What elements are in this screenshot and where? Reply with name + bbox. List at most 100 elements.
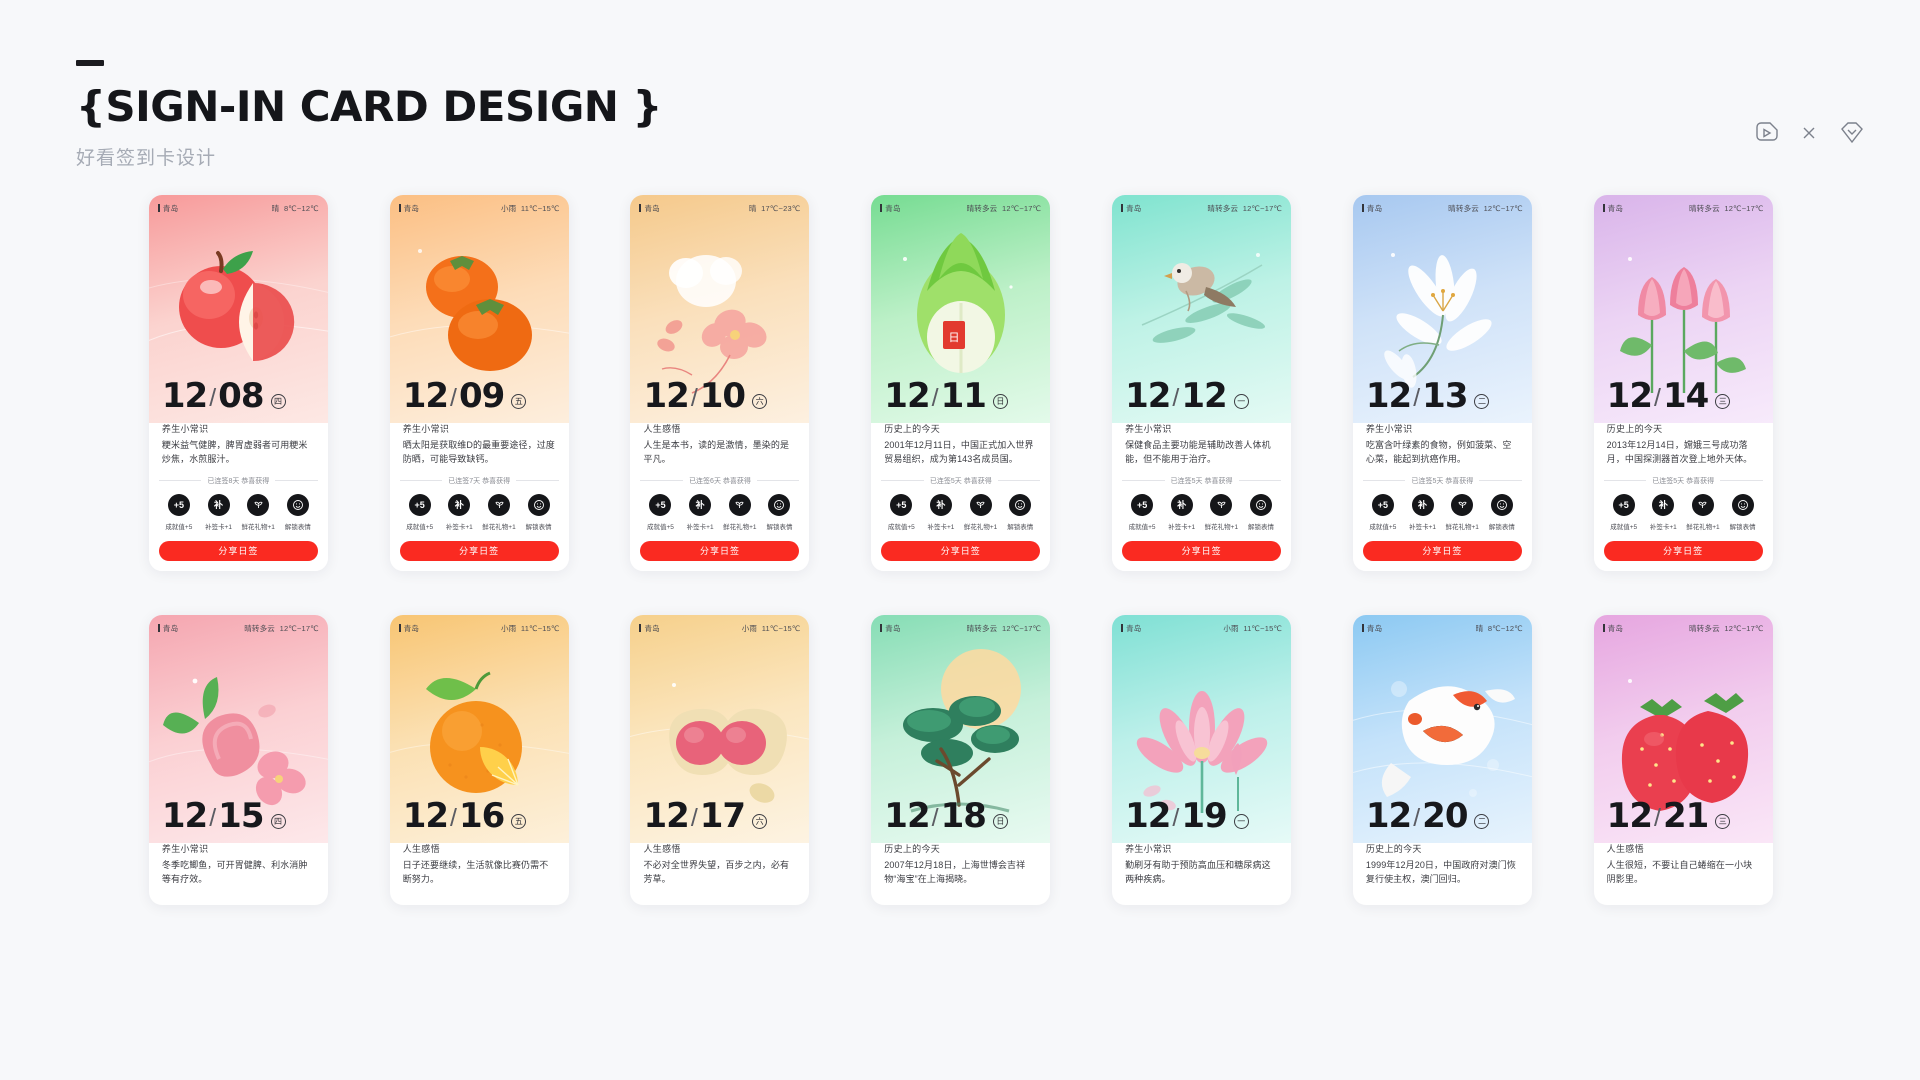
reward-makeup-card-badge[interactable]: 补 补签卡+1 [1163,493,1201,531]
divider-line-left [1603,480,1647,482]
card-weather-header: 青岛 晴转多云 12℃~17℃ [1112,195,1291,221]
reward-emoji-unlock-badge[interactable]: 解锁表情 [520,493,558,531]
share-button[interactable]: 分享日签 [640,540,800,561]
city-marker-icon [880,624,883,632]
reward-flower-gift-badge[interactable]: 鲜花礼物+1 [721,493,759,531]
share-button[interactable]: 分享日签 [158,540,318,561]
share-button[interactable]: 分享日签 [399,540,559,561]
reward-makeup-card-badge[interactable]: 补 补签卡+1 [200,493,238,531]
card-category: 养生小常识 [161,844,209,854]
reward-emoji-unlock-badge[interactable]: 解锁表情 [1001,493,1039,531]
card-meta: 12 / 19 一 养生小常识 勤刷牙有助于预防高血压和糖尿病这两种疾病。 [1112,799,1291,887]
signin-card[interactable]: 青岛 小雨 11℃~15℃ 12 / 09 五 养生小常识 晒太阳是获取维D的最… [389,195,569,571]
reward-flower-gift-badge[interactable]: 鲜花礼物+1 [239,493,277,531]
streak-divider: 已连签6天 恭喜获得 [640,467,800,494]
signin-card[interactable]: 青岛 晴转多云 12℃~17℃ 12 / 18 日 历史上的今天 2007年12… [871,615,1051,905]
reward-flower-gift-badge[interactable]: 鲜花礼物+1 [962,493,1000,531]
weather-condition: 晴转多云 [1688,203,1720,213]
divider-line-left [881,480,924,482]
reward-label: 解锁表情 [766,523,793,531]
reward-label: 鲜花礼物+1 [1204,523,1239,531]
share-button[interactable]: 分享日签 [881,540,1041,561]
reward-makeup-card-badge[interactable]: 补 补签卡+1 [440,493,478,531]
reward-emoji-unlock-badge[interactable]: 解锁表情 [1724,493,1762,531]
reward-plus-five-badge[interactable]: +5 成就值+5 [1364,493,1402,531]
reward-flower-gift-badge[interactable]: 鲜花礼物+1 [1202,493,1240,531]
reward-label: 解锁表情 [1007,523,1034,531]
signin-card[interactable]: 青岛 晴转多云 12℃~17℃ 12 / 13 二 养生小常识 吃富含叶绿素的食… [1352,195,1532,571]
reward-section: 已连签7天 恭喜获得 +5 成就值+5 补 补签卡+1 鲜花礼物+1 解锁表情 … [389,466,569,571]
streak-divider: 已连签5天 恭喜获得 [1603,467,1763,494]
signin-card[interactable]: 青岛 晴转多云 12℃~17℃ 12 / 15 四 养生小常识 冬季吃鲫鱼，可开… [148,615,328,905]
reward-plus-five-badge[interactable]: +5 成就值+5 [1123,493,1161,531]
signin-card[interactable]: 青岛 小雨 11℃~15℃ 12 / 16 五 人生感悟 日子还要继续，生活就像… [389,615,569,905]
window-controls [1752,118,1868,148]
city-label: 青岛 [1361,203,1382,214]
reward-emoji-unlock-badge[interactable]: 解锁表情 [279,493,317,531]
city-name: 青岛 [1607,203,1624,213]
signin-card[interactable]: 青岛 晴 8℃~12℃ 12 / 08 四 养生小常识 粳米益气健脾，脾胃虚弱者… [148,195,328,571]
weather-temp: 11℃~15℃ [520,203,560,213]
signin-card[interactable]: 青岛 晴转多云 12℃~17℃ 12 / 14 三 历史上的今天 2013年12… [1593,195,1773,571]
date-day: 18 [940,796,987,836]
share-button[interactable]: 分享日签 [1603,540,1763,561]
date-separator: / [1654,384,1661,412]
reward-label: 成就值+5 [647,523,674,531]
card-body-text: 勤刷牙有助于预防高血压和糖尿病这两种疾病。 [1125,860,1271,884]
city-label: 青岛 [1121,203,1141,214]
reward-plus-five-badge[interactable]: +5 成就值+5 [1605,493,1643,531]
city-marker-icon [639,624,642,632]
date-separator: / [1654,804,1661,832]
card-body-text: 冬季吃鲫鱼，可开胃健脾、利水消肿等有疗效。 [161,860,308,884]
reward-flower-gift-badge[interactable]: 鲜花礼物+1 [1443,493,1481,531]
card-weather-header: 青岛 晴 17℃~23℃ [630,195,809,221]
card-meta: 12 / 15 四 养生小常识 冬季吃鲫鱼，可开胃健脾、利水消肿等有疗效。 [149,799,328,887]
reward-makeup-card-badge[interactable]: 补 补签卡+1 [1404,493,1442,531]
reward-plus-five-badge[interactable]: +5 成就值+5 [882,493,920,531]
card-illustration: 青岛 小雨 11℃~15℃ [630,615,810,843]
card-slot: 青岛 小雨 11℃~15℃ 12 / 17 六 人生感悟 不必对全世界失望，百步… [600,615,841,1035]
weather-summary: 晴转多云 12℃~17℃ [1207,203,1282,214]
card-slot: 青岛 晴 8℃~12℃ 12 / 20 二 历史上的今天 1999年12月20日… [1322,615,1563,1035]
signin-card[interactable]: 青岛 晴 17℃~23℃ 12 / 10 六 人生感悟 人生是本书，读的是激情，… [630,195,810,571]
share-button[interactable]: 分享日签 [1122,540,1282,561]
signin-card[interactable]: 青岛 晴转多云 12℃~17℃ 12 / 12 一 养生小常识 保健食品主要功能… [1112,195,1292,571]
reward-flower-gift-badge[interactable]: 鲜花礼物+1 [480,493,518,531]
weather-temp: 12℃~17℃ [279,623,319,633]
card-body-text: 保健食品主要功能是辅助改善人体机能，但不能用于治疗。 [1125,440,1271,464]
signin-card[interactable]: 日 青岛 晴转多云 12℃~17℃ 12 / 11 日 历史上的今天 2001年… [871,195,1051,571]
reward-emoji-unlock-badge[interactable]: 解锁表情 [1483,493,1521,531]
card-weather-header: 青岛 小雨 11℃~15℃ [390,195,569,221]
card-weather-header: 青岛 晴转多云 12℃~17℃ [871,615,1050,641]
signin-card[interactable]: 青岛 小雨 11℃~15℃ 12 / 17 六 人生感悟 不必对全世界失望，百步… [630,615,810,905]
weekday-badge: 四 [270,814,286,829]
reward-plus-five-badge[interactable]: +5 成就值+5 [641,493,679,531]
signin-card[interactable]: 青岛 小雨 11℃~15℃ 12 / 19 一 养生小常识 勤刷牙有助于预防高血… [1112,615,1292,905]
card-slot: 青岛 晴转多云 12℃~17℃ 12 / 12 一 养生小常识 保健食品主要功能… [1081,195,1322,615]
signin-card[interactable]: 青岛 晴转多云 12℃~17℃ 12 / 21 三 人生感悟 人生很短，不要让自… [1593,615,1773,905]
card-grid: 青岛 晴 8℃~12℃ 12 / 08 四 养生小常识 粳米益气健脾，脾胃虚弱者… [118,195,1804,1035]
close-icon[interactable] [1800,124,1818,142]
date-separator: / [209,804,217,832]
card-illustration: 青岛 晴 17℃~23℃ [630,195,810,423]
reward-flower-gift-badge[interactable]: 鲜花礼物+1 [1684,493,1722,531]
signin-card[interactable]: 青岛 晴 8℃~12℃ 12 / 20 二 历史上的今天 1999年12月20日… [1352,615,1532,905]
play-badge-icon[interactable] [1752,118,1782,148]
weekday-badge: 六 [752,814,768,829]
weather-condition: 晴 [271,203,280,213]
chevron-down-badge-icon[interactable] [1836,118,1868,148]
weekday-badge: 一 [1233,394,1249,409]
city-marker-icon [1121,204,1124,212]
reward-emoji-unlock-badge[interactable]: 解锁表情 [1242,493,1280,531]
reward-plus-five-badge[interactable]: +5 成就值+5 [160,493,198,531]
reward-makeup-card-badge[interactable]: 补 补签卡+1 [1644,493,1682,531]
weather-condition: 小雨 [741,623,758,633]
reward-plus-five-badge[interactable]: +5 成就值+5 [401,493,439,531]
plus-five-badge-icon: +5 [1131,493,1154,516]
reward-emoji-unlock-badge[interactable]: 解锁表情 [760,493,798,531]
share-button[interactable]: 分享日签 [1362,540,1522,561]
reward-makeup-card-badge[interactable]: 补 补签卡+1 [922,493,960,531]
streak-text: 已连签8天 恭喜获得 [207,477,270,485]
weather-temp: 11℃~15℃ [520,623,560,633]
reward-makeup-card-badge[interactable]: 补 补签卡+1 [681,493,719,531]
